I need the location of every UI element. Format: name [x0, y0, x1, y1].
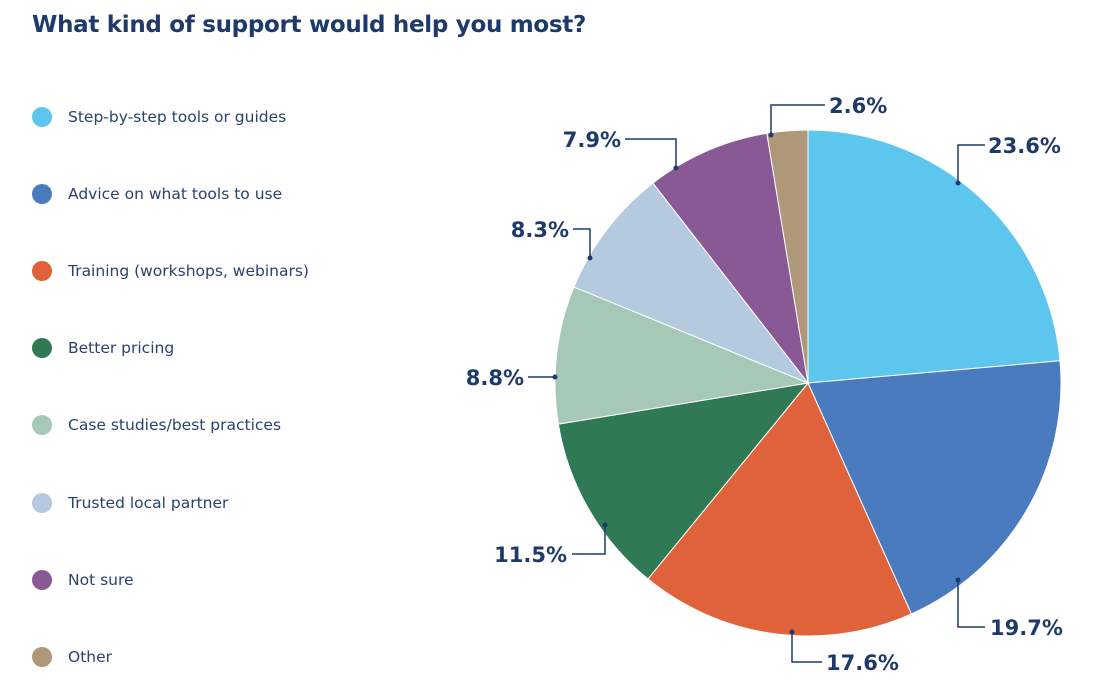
legend-swatch — [32, 184, 52, 205]
data-label: 2.6% — [829, 94, 887, 118]
data-label: 17.6% — [826, 651, 899, 675]
legend-label: Advice on what tools to use — [68, 185, 283, 204]
legend-item: Training (workshops, webinars) — [32, 261, 309, 282]
pie-slice — [807, 129, 1061, 384]
data-label: 7.9% — [563, 128, 621, 152]
legend-swatch — [32, 569, 52, 590]
pie-slice — [557, 382, 810, 580]
leader-line — [572, 525, 606, 555]
legend-swatch — [32, 107, 52, 127]
legend-item: Case studies/best practices — [32, 415, 282, 436]
leader-dot — [768, 132, 774, 138]
legend-swatch — [32, 261, 52, 282]
leader-dot — [673, 165, 679, 171]
pie-slice — [766, 129, 809, 384]
legend-label: Not sure — [68, 570, 134, 589]
leader-line — [957, 580, 985, 628]
legend-label: Step-by-step tools or guides — [68, 108, 287, 126]
legend-item: Advice on what tools to use — [32, 184, 283, 205]
data-label: 8.3% — [511, 218, 569, 242]
legend-item: Step-by-step tools or guides — [32, 107, 286, 127]
leader-line — [770, 104, 825, 135]
leader-line — [957, 144, 985, 183]
leader-dot — [955, 577, 961, 583]
data-label: 8.8% — [466, 366, 524, 390]
legend-swatch — [32, 415, 52, 436]
legend-swatch — [32, 492, 52, 513]
legend-label: Case studies/best practices — [68, 416, 282, 435]
leader-dot — [955, 180, 961, 186]
leader-dot — [789, 629, 795, 635]
legend-label: Training (workshops, webinars) — [68, 262, 309, 281]
pie-slice — [652, 132, 809, 384]
pie-slice — [573, 182, 810, 385]
legend-item: Not sure — [32, 569, 134, 590]
legend-swatch — [32, 646, 52, 667]
pie-slice — [647, 382, 913, 637]
legend-item: Other — [32, 646, 113, 667]
legend-label: Trusted local partner — [68, 493, 229, 512]
data-label: 11.5% — [494, 543, 567, 567]
data-label: 23.6% — [988, 134, 1061, 158]
pie-slice — [554, 286, 810, 425]
legend-label: Other — [68, 647, 113, 666]
leader-line — [573, 228, 591, 258]
leader-dot — [587, 255, 593, 261]
leader-dot — [602, 522, 608, 528]
leader-dot — [552, 374, 558, 380]
legend-label: Better pricing — [68, 339, 175, 358]
leader-line — [791, 632, 822, 663]
chart-title: What kind of support would help you most… — [32, 12, 587, 38]
pie-slice — [807, 360, 1062, 615]
legend-item: Better pricing — [32, 338, 175, 359]
data-label: 19.7% — [990, 616, 1063, 640]
legend-swatch — [32, 338, 52, 359]
legend-item: Trusted local partner — [32, 492, 229, 513]
leader-line — [625, 138, 677, 168]
